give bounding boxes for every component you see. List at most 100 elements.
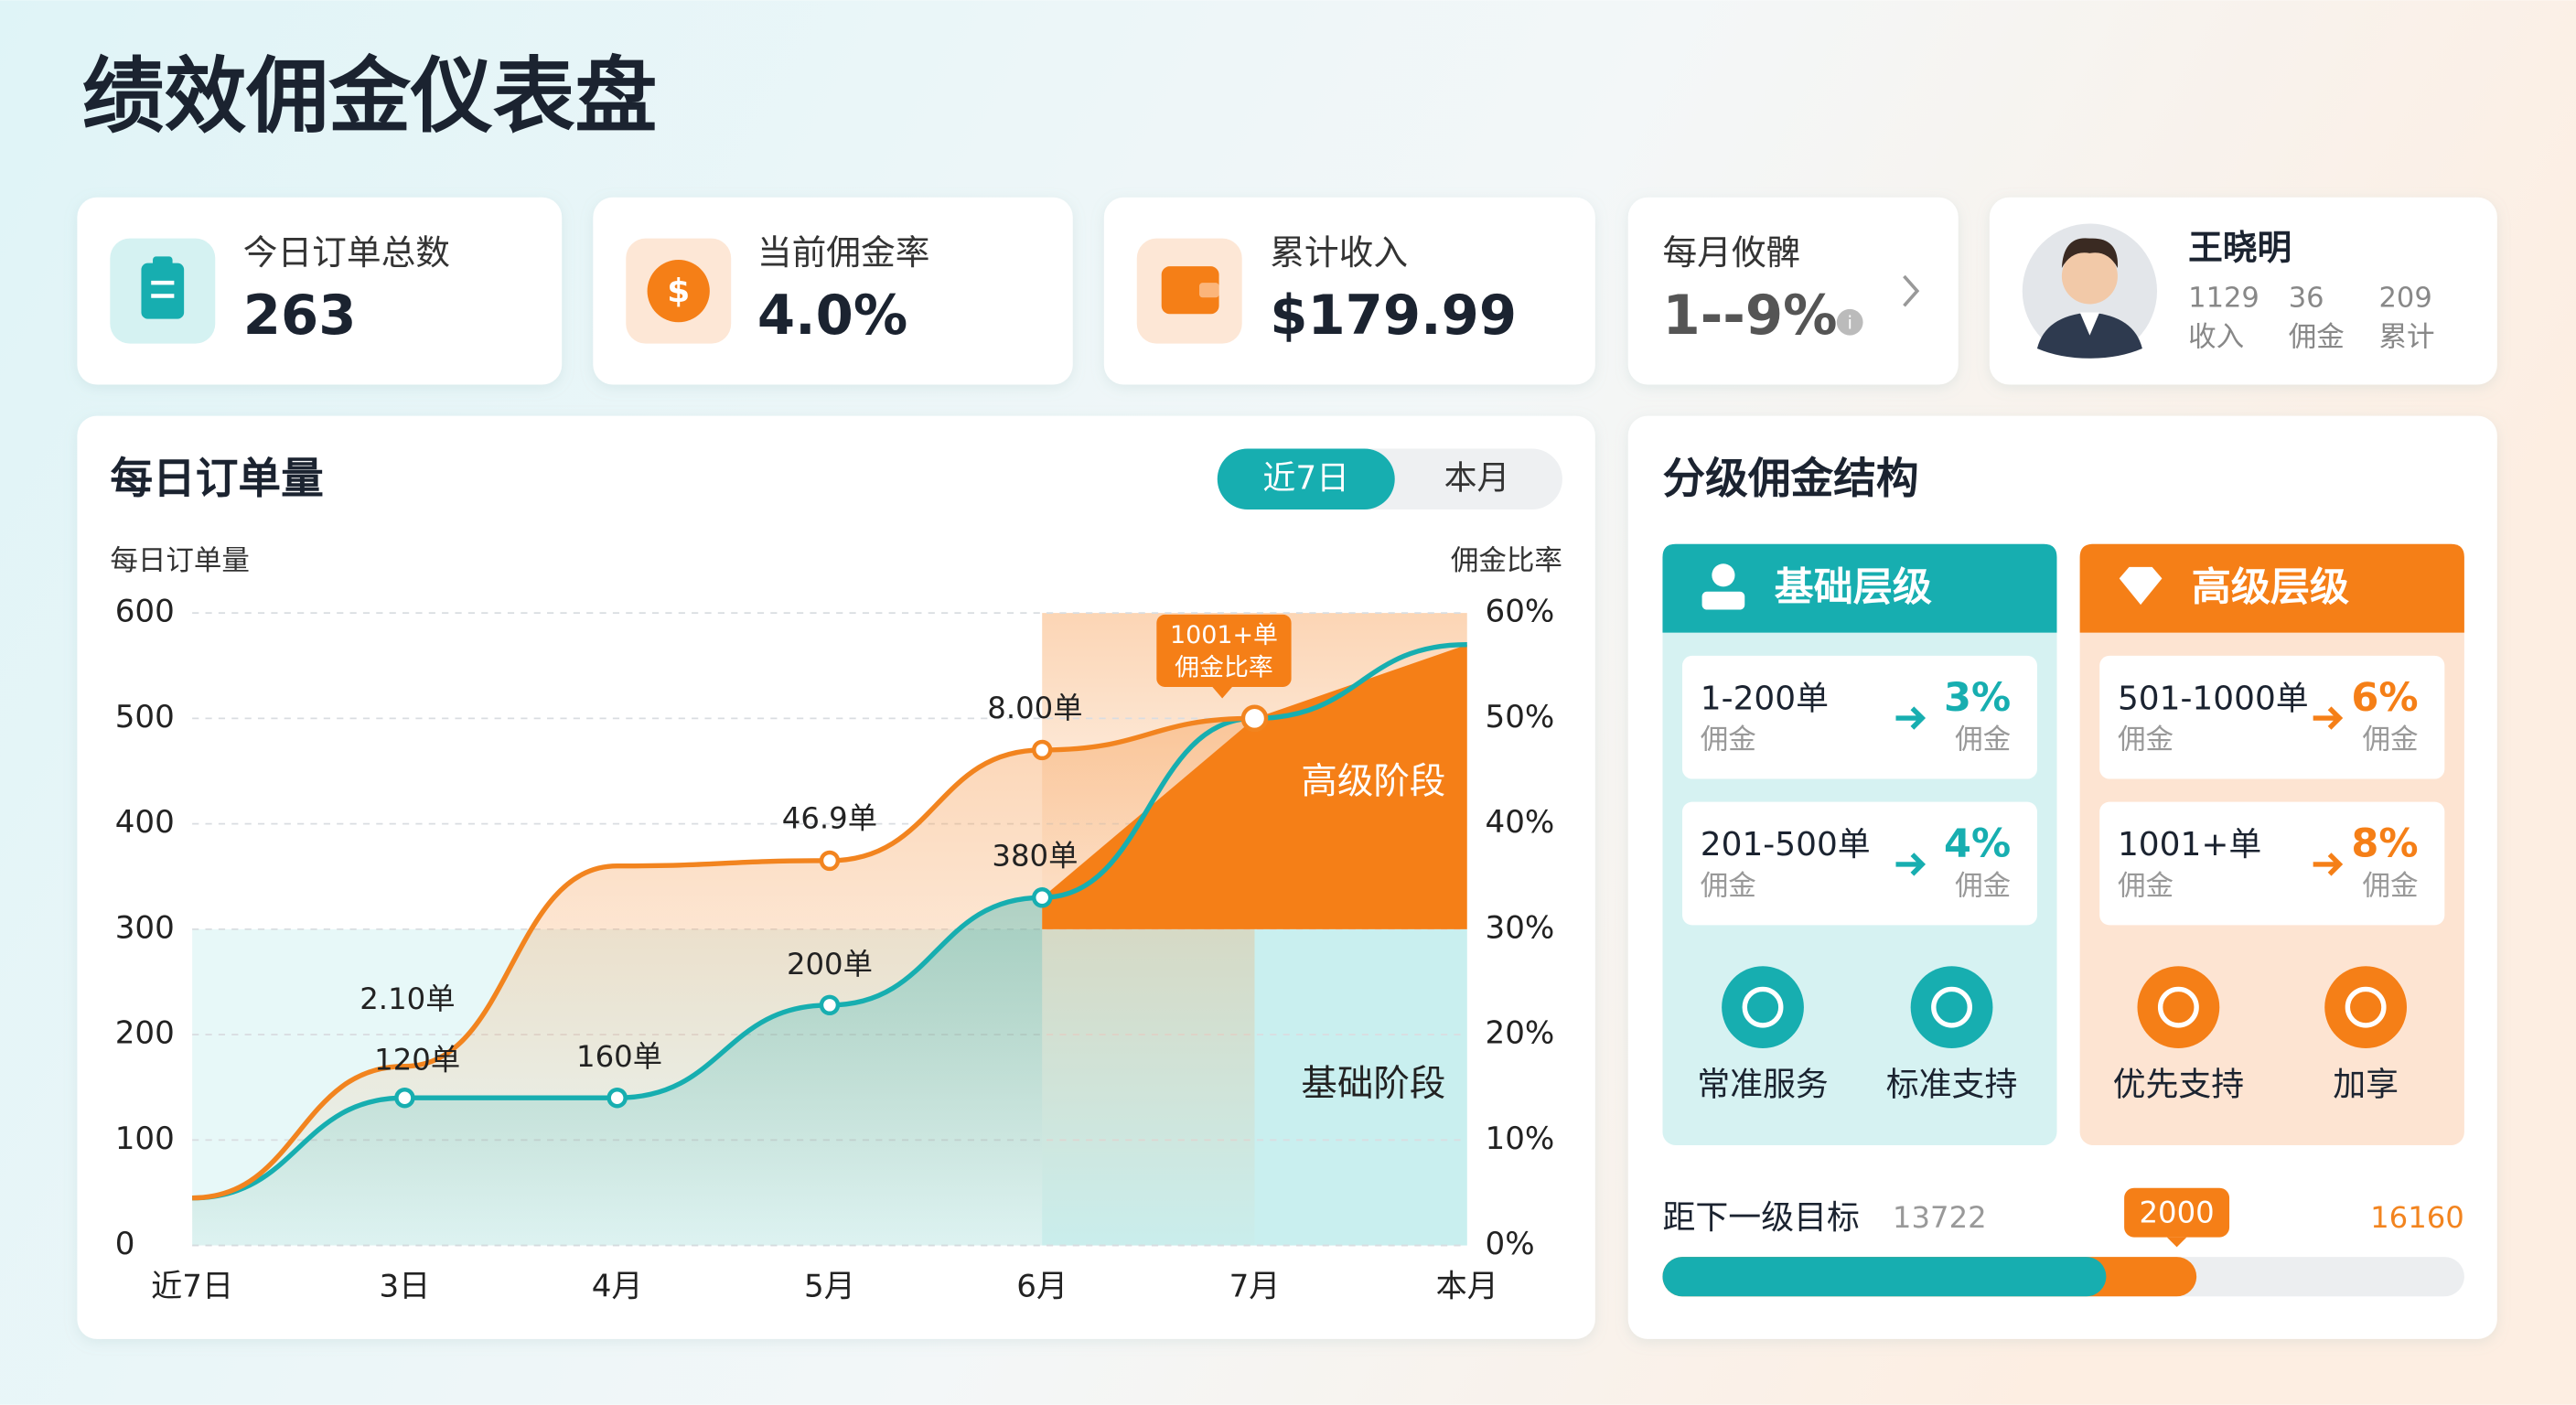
progress-target: 16160 [2370, 1200, 2464, 1235]
progress-fill [1662, 1257, 2107, 1297]
area [192, 897, 1043, 1246]
progress-current: 13722 [1893, 1200, 1987, 1235]
profile-stat-label: 累计 [2378, 322, 2434, 354]
perk-label: 优先支持 [2113, 1066, 2245, 1103]
zone [1042, 644, 1467, 929]
point [606, 1087, 628, 1109]
tab[interactable]: 近7日 [1262, 460, 1349, 498]
annotation: 120单 [374, 1042, 460, 1077]
rule-card [2099, 801, 2445, 926]
y2-tick-label: 20% [1486, 1015, 1555, 1052]
x-tick-label: 4月 [592, 1269, 643, 1305]
profile-stat-value: 1129 [2188, 283, 2259, 315]
perk-icon [2137, 966, 2220, 1049]
tier-name: 高级层级 [2192, 564, 2349, 610]
tier-header [1662, 543, 2057, 633]
y-axis-label: 每日订单量 [110, 545, 250, 577]
x-tick-label: 3日 [379, 1269, 430, 1305]
kpi-label: 今日订单总数 [243, 232, 450, 273]
perk-label: 加享 [2333, 1066, 2399, 1103]
x-tick-label: 近7日 [151, 1269, 233, 1305]
progress-label: 距下一级目标 [1662, 1199, 1859, 1237]
annotation: 160单 [576, 1039, 662, 1074]
icon [2119, 566, 2163, 606]
annotation: 380单 [992, 839, 1078, 874]
series-line [192, 715, 1255, 1201]
y2-tick-label: 0% [1486, 1226, 1535, 1262]
rule-range: 501-1000单 [2118, 680, 2309, 717]
rule-rate-sub: 佣金 [2363, 724, 2419, 756]
x-tick-label: 6月 [1016, 1269, 1068, 1305]
rule-range: 201-500单 [1701, 826, 1871, 863]
rule-rate-sub: 佣金 [1955, 871, 2011, 903]
arrow [2313, 853, 2344, 876]
icon [1701, 591, 1745, 610]
y2-axis-label: 佣金比率 [1451, 545, 1562, 577]
perk-icon-inner [1931, 986, 1972, 1028]
zone-label: 高级阶段 [1301, 760, 1445, 802]
y-tick-label: 200 [115, 1015, 175, 1052]
rule-sub: 佣金 [1701, 724, 1756, 756]
x-tick-label: 本月 [1436, 1269, 1498, 1305]
y-tick-label: 500 [115, 699, 175, 735]
profile-stat-value: 36 [2289, 283, 2324, 315]
rule-rate-sub: 佣金 [2363, 871, 2419, 903]
plot: 0 100 200 300 400 500 600 0% 10% 20% 30% 40% 50% 60% 近… [115, 594, 1555, 1305]
perk-icon-inner [1742, 986, 1784, 1028]
kpi-label: 当前佣金率 [757, 232, 930, 273]
y2-tick-label: 40% [1486, 804, 1555, 841]
tab[interactable]: 本月 [1444, 460, 1510, 498]
chart-title: 每日订单量 [110, 455, 323, 504]
rule-sub: 佣金 [2118, 871, 2174, 903]
perk-icon [2324, 966, 2408, 1049]
perk-icon-inner [2157, 986, 2199, 1028]
profile-name: 王晓明 [2188, 228, 2292, 268]
x-tick-label: 7月 [1229, 1269, 1281, 1305]
tab-active[interactable] [1217, 448, 1395, 509]
y-tick-label: 400 [115, 804, 175, 841]
y-tick-label: 100 [115, 1121, 175, 1157]
y2-tick-label: 60% [1486, 594, 1555, 630]
kpi-label: 累计收入 [1270, 232, 1408, 273]
icon [1712, 563, 1735, 587]
y2-tick-label: 50% [1486, 699, 1555, 735]
progress-marker-label: 2000 [2139, 1195, 2214, 1229]
annotation: 2.10单 [360, 981, 455, 1016]
kpi-value: $179.99 [1270, 284, 1517, 347]
x-tick-label: 5月 [804, 1269, 855, 1305]
annotation: 200单 [787, 947, 873, 981]
rule-sub: 佣金 [1701, 871, 1756, 903]
perk-icon [1722, 966, 1804, 1049]
kpi-value: 1--9% [1662, 284, 1837, 347]
kpi-card[interactable]: 每月攸髀 1--9% i [1627, 197, 1959, 385]
perk-icon-inner [2345, 986, 2387, 1028]
y-tick-label: 300 [115, 909, 175, 946]
point [819, 994, 841, 1016]
kpi-card: 今日订单总数 263 [77, 197, 563, 385]
point [819, 850, 841, 872]
arrow [1895, 706, 1927, 730]
point [1240, 704, 1269, 733]
page-title: 绩效佣金仪表盘 [82, 49, 657, 145]
kpi-value: 263 [243, 284, 357, 347]
zone-label: 基础阶段 [1301, 1063, 1445, 1105]
tier-header [2079, 543, 2464, 633]
rule-rate: 8% [2351, 821, 2418, 867]
perk-icon [1910, 966, 1993, 1049]
arrow [1895, 853, 1927, 876]
svg-text:$: $ [667, 273, 690, 310]
point [1031, 739, 1053, 761]
y2-tick-label: 10% [1486, 1121, 1555, 1157]
y-tick-label: 0 [115, 1226, 135, 1262]
perk-label: 标准支持 [1886, 1066, 2018, 1103]
annotation: 46.9单 [782, 800, 877, 835]
rule-rate: 3% [1944, 675, 2011, 721]
annotation: 8.00单 [987, 691, 1082, 725]
callout [1156, 614, 1292, 687]
tier-name: 基础层级 [1775, 564, 1932, 610]
rule-card [1682, 655, 2037, 779]
progress-marker [2124, 1187, 2230, 1238]
